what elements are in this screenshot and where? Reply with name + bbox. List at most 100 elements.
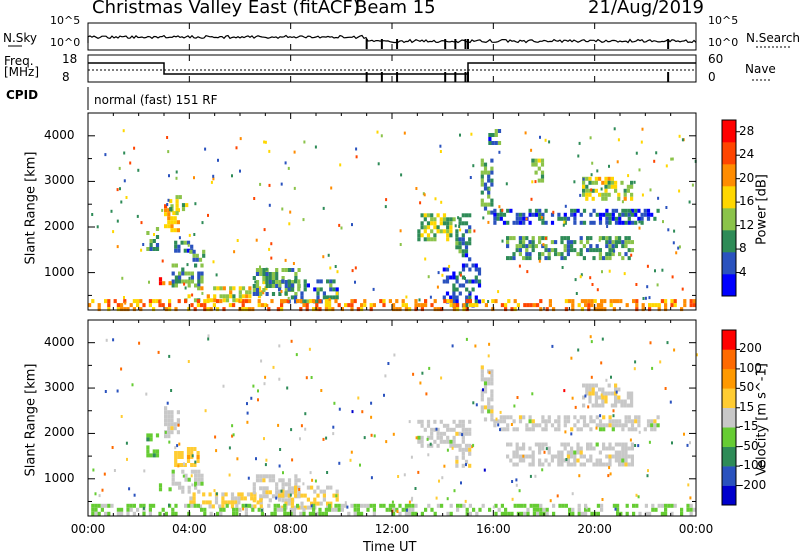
data-cell <box>589 335 592 339</box>
data-cell <box>589 427 593 432</box>
data-cell <box>103 472 106 476</box>
data-cell <box>522 458 526 463</box>
data-cell <box>424 257 427 261</box>
data-cell <box>284 284 288 288</box>
data-cell <box>441 273 444 277</box>
data-cell <box>321 511 325 516</box>
data-cell <box>547 419 551 424</box>
data-cell <box>649 341 652 345</box>
data-cell <box>171 507 175 512</box>
data-cell <box>660 299 664 304</box>
data-cell <box>550 240 554 245</box>
data-cell <box>222 298 226 303</box>
data-cell <box>158 281 163 286</box>
data-cell <box>458 237 462 242</box>
data-cell <box>133 493 136 497</box>
data-cell <box>221 496 225 501</box>
data-cell <box>261 290 265 295</box>
data-cell <box>265 276 269 280</box>
data-cell <box>522 244 526 249</box>
data-cell <box>262 288 266 292</box>
data-cell <box>171 511 175 516</box>
data-cell <box>671 441 673 445</box>
data-cell <box>490 182 494 187</box>
data-cell <box>560 252 564 257</box>
data-cell <box>522 212 526 217</box>
data-cell <box>168 487 172 492</box>
data-cell <box>262 478 266 483</box>
data-cell <box>316 287 320 292</box>
data-cell <box>550 220 555 225</box>
data-cell <box>630 454 634 459</box>
data-cell <box>618 252 622 257</box>
data-cell <box>547 415 551 420</box>
data-cell <box>494 133 498 137</box>
data-cell <box>442 213 447 218</box>
data-cell <box>625 503 629 508</box>
data-cell <box>664 307 668 312</box>
data-cell <box>257 303 261 308</box>
colorbar-tick-label: 100 <box>739 360 762 375</box>
power-ylabel: Slant Range [km] <box>23 151 39 265</box>
data-cell <box>490 166 494 171</box>
data-cell <box>264 140 267 144</box>
data-cell <box>206 294 210 299</box>
data-cell <box>206 299 210 304</box>
data-cell <box>430 229 434 234</box>
data-cell <box>501 208 504 212</box>
nsky-label: N.Sky <box>3 31 38 45</box>
data-cell <box>417 233 421 238</box>
data-cell <box>605 220 609 225</box>
data-cell <box>210 180 213 184</box>
data-cell <box>582 184 586 189</box>
data-cell <box>487 170 491 175</box>
data-cell <box>168 303 172 308</box>
data-cell <box>493 212 497 217</box>
data-cell <box>152 453 156 458</box>
data-cell <box>129 161 132 165</box>
data-cell <box>462 307 466 312</box>
data-cell <box>297 478 301 483</box>
data-cell <box>525 236 529 241</box>
data-cell <box>612 299 616 304</box>
data-cell <box>395 507 399 512</box>
data-cell <box>598 192 602 197</box>
data-cell <box>164 212 168 217</box>
data-cell <box>557 454 561 459</box>
data-cell <box>600 361 603 365</box>
data-cell <box>271 280 276 284</box>
data-cell <box>241 307 245 312</box>
data-cell <box>621 458 625 463</box>
data-cell <box>557 462 561 467</box>
data-cell <box>255 288 260 292</box>
data-cell <box>207 334 210 338</box>
data-cell <box>600 303 604 308</box>
data-cell <box>439 144 442 148</box>
data-cell <box>531 236 535 241</box>
data-cell <box>506 208 510 213</box>
data-cell <box>203 307 207 312</box>
data-cell <box>104 511 108 516</box>
data-cell <box>126 511 130 516</box>
data-cell <box>563 458 567 463</box>
data-cell <box>648 511 652 516</box>
data-cell <box>623 272 626 276</box>
data-cell <box>334 503 338 508</box>
data-cell <box>235 503 239 508</box>
data-cell <box>452 307 456 312</box>
data-cell <box>605 212 609 217</box>
data-cell <box>171 477 175 482</box>
data-cell <box>538 216 542 221</box>
data-cell <box>284 288 288 292</box>
data-cell <box>446 225 450 230</box>
data-cell <box>426 233 431 238</box>
data-cell <box>541 446 545 451</box>
data-cell <box>168 503 170 507</box>
data-cell <box>175 211 179 216</box>
data-cell <box>458 225 461 228</box>
data-cell <box>170 414 174 419</box>
data-cell <box>183 282 186 286</box>
data-cell <box>560 256 564 261</box>
data-cell <box>605 252 609 257</box>
data-cell <box>186 459 191 463</box>
